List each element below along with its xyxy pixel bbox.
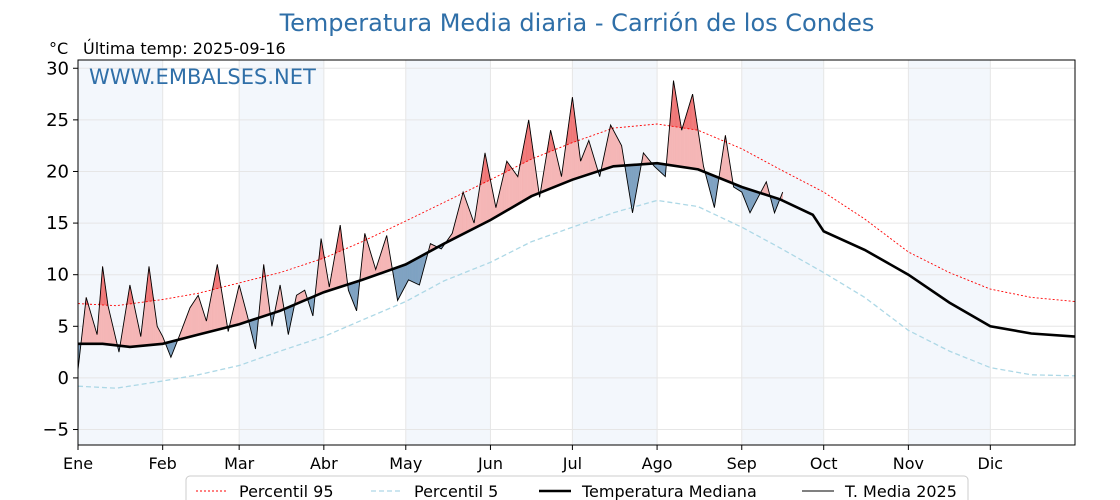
fill-above-median	[199, 299, 202, 335]
fill-below-median	[415, 258, 417, 285]
y-tick-label: 10	[46, 265, 69, 286]
fill-below-median	[401, 265, 404, 293]
legend: Percentil 95 Percentil 5 Temperatura Media…	[185, 475, 969, 500]
fill-above-median	[610, 124, 613, 168]
month-band-sep	[741, 60, 824, 445]
x-axis-ticks: Ene Feb Mar Abr May Jun Jul Ago Sep Oct Nov Dic	[63, 445, 1003, 473]
fill-above-median	[365, 237, 368, 279]
x-tick-label: Jul	[562, 454, 582, 473]
y-tick-label: 15	[46, 213, 69, 234]
fill-above-median	[611, 127, 614, 168]
fill-above-median	[614, 132, 617, 167]
fill-below-median	[416, 257, 419, 285]
x-tick-label: Jun	[477, 454, 503, 473]
fill-above-median	[503, 166, 506, 213]
fill-above-median	[195, 296, 198, 336]
month-band-jul	[572, 60, 658, 445]
fill-above-median	[509, 164, 512, 210]
legend-box	[185, 475, 969, 500]
fill-above-median	[514, 172, 517, 207]
fill-below-median	[417, 256, 420, 286]
series-line-percentil-5	[77, 199, 1076, 389]
legend-label: Temperatura Mediana	[581, 482, 757, 500]
x-tick-label: Nov	[893, 454, 924, 473]
fill-below-median	[749, 189, 752, 213]
y-tick-label: −5	[42, 420, 69, 441]
watermark: WWW.EMBALSES.NET	[89, 65, 316, 89]
fill-above-median	[465, 199, 468, 233]
chart-title: Temperatura Media diaria - Carrión de lo…	[279, 9, 875, 37]
x-tick-label: Sep	[727, 454, 757, 473]
fill-below-median	[411, 260, 413, 283]
x-tick-label: Mar	[224, 454, 255, 473]
unit-label: °C	[49, 39, 68, 58]
last-temp-label: Última temp: 2025-09-16	[83, 39, 286, 58]
fill-above-median	[189, 304, 192, 337]
fill-below-median	[405, 263, 408, 286]
fill-above-median	[188, 307, 191, 338]
series-line-temperatura-mediana	[78, 161, 1076, 349]
fill-above-median	[585, 143, 588, 176]
fill-above-median	[613, 130, 615, 167]
y-tick-label: 20	[46, 161, 69, 182]
fill-below-median	[408, 261, 411, 281]
fill-above-median	[587, 140, 589, 176]
fill-above-median	[197, 295, 200, 335]
series-line-percentil-95	[77, 123, 1076, 307]
x-tick-label: May	[389, 454, 422, 473]
fill-below-median	[355, 281, 357, 311]
fill-above-median	[385, 235, 387, 272]
month-bands	[78, 60, 991, 445]
fill-below-median	[402, 264, 405, 291]
fill-above-median	[615, 135, 618, 167]
fill-below-median	[397, 266, 400, 301]
x-tick-label: Oct	[810, 454, 838, 473]
y-tick-label: 30	[46, 58, 69, 79]
fill-above-median	[462, 192, 465, 235]
x-tick-label: Ago	[642, 454, 673, 473]
fill-above-median	[192, 300, 195, 337]
y-tick-label: 0	[58, 368, 69, 389]
fill-above-median	[191, 302, 193, 337]
x-tick-label: Feb	[149, 454, 177, 473]
fill-above-median	[196, 294, 199, 336]
fill-above-median	[516, 174, 518, 206]
legend-label: Percentil 5	[414, 482, 498, 500]
fill-above-median	[464, 195, 467, 234]
fill-above-median	[512, 168, 514, 208]
legend-label: T. Media 2025	[844, 482, 957, 500]
legend-label: Percentil 95	[239, 482, 334, 500]
series-line-t-media-2025	[77, 80, 784, 370]
series-lines	[77, 80, 1076, 389]
x-tick-label: Dic	[978, 454, 1004, 473]
fill-above-median	[584, 147, 587, 176]
month-band-nov	[908, 60, 991, 445]
fill-above-median	[681, 125, 684, 168]
fill-above-median	[193, 298, 196, 336]
y-tick-label: 25	[46, 110, 69, 131]
month-band-mar	[239, 60, 324, 445]
fill-below-median	[413, 258, 416, 284]
fill-above-median	[513, 170, 516, 207]
fill-above-median	[618, 140, 621, 167]
y-axis-ticks: −5 0 5 10 15 20 25 30	[42, 58, 78, 441]
fill-above-median	[461, 192, 464, 235]
month-band-may	[405, 60, 491, 445]
x-tick-label: Abr	[310, 454, 338, 473]
fill-below-median	[412, 259, 415, 283]
plot-frame	[77, 59, 1076, 446]
fill-below-median	[409, 261, 412, 282]
fill-above-median	[87, 301, 90, 345]
y-tick-label: 5	[58, 316, 69, 337]
x-tick-label: Ene	[63, 454, 93, 473]
fill-above-median	[510, 166, 513, 209]
month-band-ene	[78, 60, 163, 445]
fill-below-median	[400, 265, 402, 296]
fill-below-median	[404, 264, 406, 288]
fill-above-median	[617, 137, 620, 167]
fill-below-median	[398, 266, 401, 299]
